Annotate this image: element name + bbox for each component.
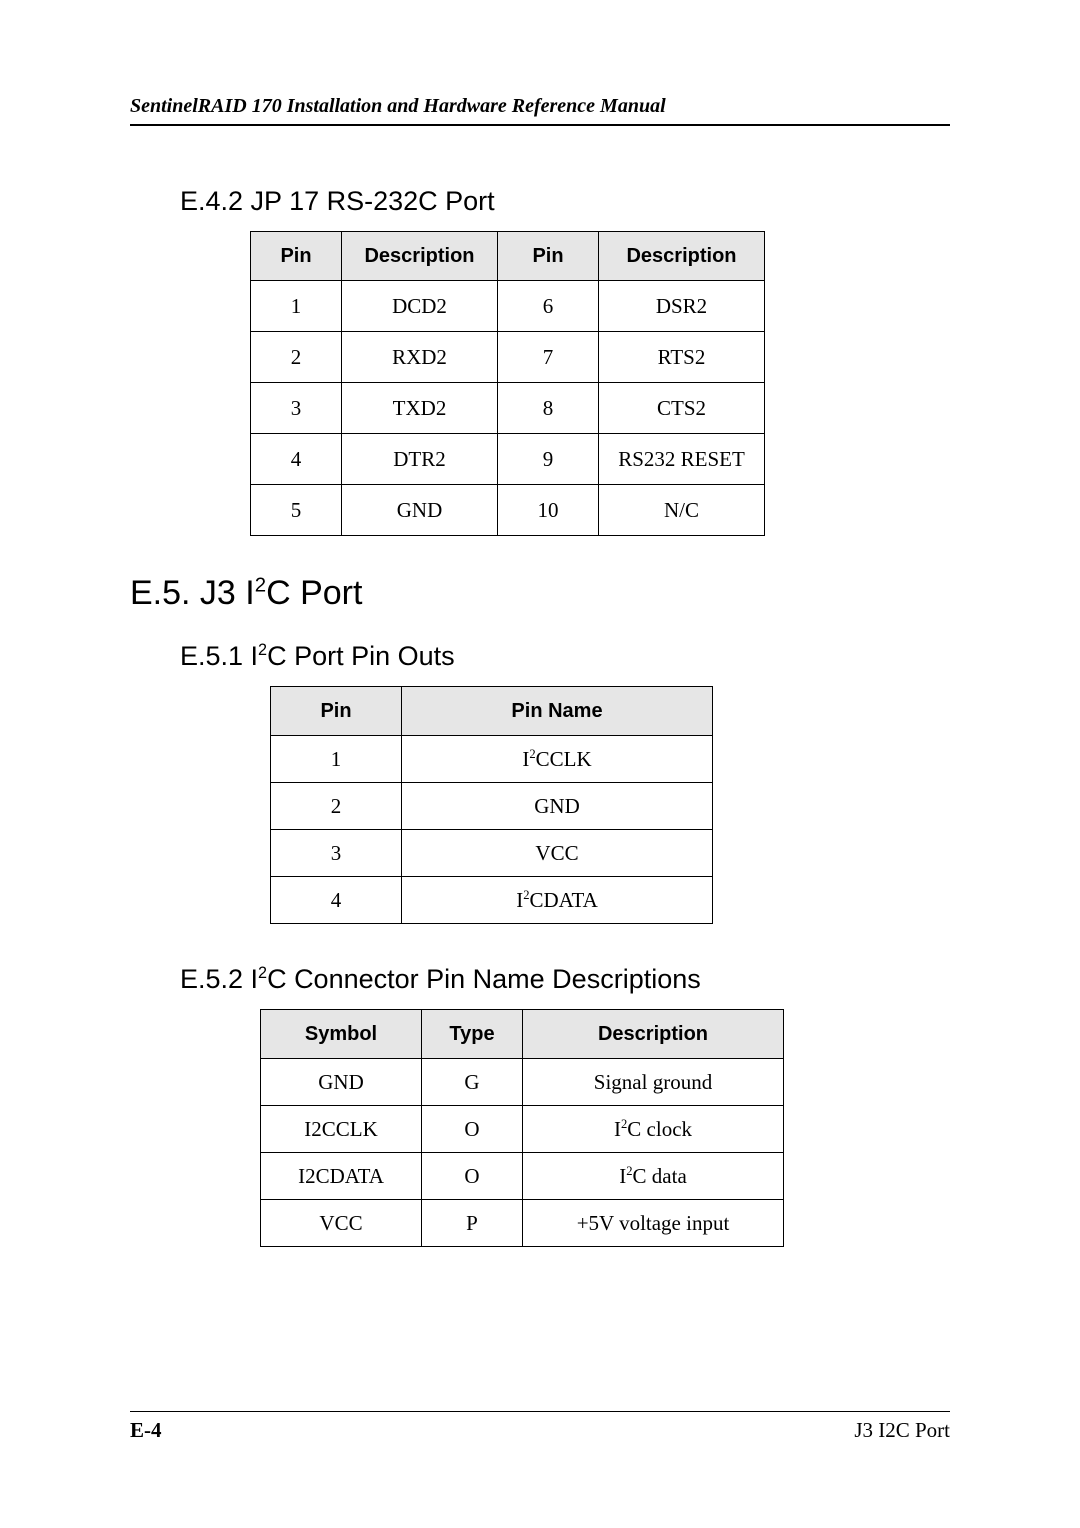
table-row: VCC P +5V voltage input xyxy=(261,1200,784,1247)
cell: 2 xyxy=(251,332,342,383)
heading-e52-pre: E.5.2 I xyxy=(180,964,258,994)
cell: 1 xyxy=(251,281,342,332)
cell: DSR2 xyxy=(599,281,765,332)
cell: VCC xyxy=(261,1200,422,1247)
cell: 9 xyxy=(498,434,599,485)
txt: GND xyxy=(534,794,580,818)
txt: C clock xyxy=(627,1117,692,1141)
heading-e52: E.5.2 I2C Connector Pin Name Description… xyxy=(180,964,950,995)
cell: +5V voltage input xyxy=(523,1200,784,1247)
cell: I2CDATA xyxy=(261,1153,422,1200)
cell: GND xyxy=(402,783,713,830)
col-pin-b: Pin xyxy=(498,232,599,281)
cell: RXD2 xyxy=(342,332,498,383)
heading-e5: E.5. J3 I2C Port xyxy=(130,574,950,613)
table-row: 5 GND 10 N/C xyxy=(251,485,765,536)
cell: I2C clock xyxy=(523,1106,784,1153)
cell: Signal ground xyxy=(523,1059,784,1106)
col-symbol: Symbol xyxy=(261,1010,422,1059)
cell: 3 xyxy=(251,383,342,434)
txt: C data xyxy=(633,1164,687,1188)
col-type: Type xyxy=(422,1010,523,1059)
cell: DCD2 xyxy=(342,281,498,332)
cell: 7 xyxy=(498,332,599,383)
heading-e5-sup: 2 xyxy=(255,575,266,597)
cell: O xyxy=(422,1106,523,1153)
cell: RS232 RESET xyxy=(599,434,765,485)
cell: GND xyxy=(342,485,498,536)
cell: CTS2 xyxy=(599,383,765,434)
txt: I xyxy=(614,1117,621,1141)
cell: TXD2 xyxy=(342,383,498,434)
col-pin-a: Pin xyxy=(251,232,342,281)
table-row: 2 GND xyxy=(271,783,713,830)
cell: N/C xyxy=(599,485,765,536)
table-row: 4 I2CDATA xyxy=(271,877,713,924)
col-desc-a: Description xyxy=(342,232,498,281)
txt: VCC xyxy=(535,841,578,865)
cell: RTS2 xyxy=(599,332,765,383)
cell: I2CCLK xyxy=(261,1106,422,1153)
col-pin: Pin xyxy=(271,687,402,736)
cell: O xyxy=(422,1153,523,1200)
txt: CCLK xyxy=(536,747,592,771)
cell: GND xyxy=(261,1059,422,1106)
page-footer: E-4 J3 I2C Port xyxy=(130,1411,950,1443)
txt: +5V voltage input xyxy=(577,1211,730,1235)
heading-e51-sup: 2 xyxy=(258,641,267,659)
table-i2c-desc: Symbol Type Description GND G Signal gro… xyxy=(260,1009,784,1247)
cell: I2C data xyxy=(523,1153,784,1200)
heading-e52-sup: 2 xyxy=(258,964,267,982)
cell: 4 xyxy=(251,434,342,485)
cell: 5 xyxy=(251,485,342,536)
txt: CDATA xyxy=(529,888,597,912)
heading-e51-post: C Port Pin Outs xyxy=(267,641,455,671)
cell: 10 xyxy=(498,485,599,536)
col-desc: Description xyxy=(523,1010,784,1059)
cell: 1 xyxy=(271,736,402,783)
cell: 4 xyxy=(271,877,402,924)
cell: 3 xyxy=(271,830,402,877)
page: SentinelRAID 170 Installation and Hardwa… xyxy=(0,0,1080,1528)
cell: VCC xyxy=(402,830,713,877)
txt: Signal ground xyxy=(594,1070,712,1094)
table-row: I2CCLK O I2C clock xyxy=(261,1106,784,1153)
table-row: 1 I2CCLK xyxy=(271,736,713,783)
table-row: 1 DCD2 6 DSR2 xyxy=(251,281,765,332)
col-pin-name: Pin Name xyxy=(402,687,713,736)
cell: I2CDATA xyxy=(402,877,713,924)
cell: 2 xyxy=(271,783,402,830)
cell: I2CCLK xyxy=(402,736,713,783)
heading-e52-post: C Connector Pin Name Descriptions xyxy=(267,964,701,994)
table-row: 2 RXD2 7 RTS2 xyxy=(251,332,765,383)
heading-e5-pre: E.5. J3 I xyxy=(130,574,255,612)
table-rs232c: Pin Description Pin Description 1 DCD2 6… xyxy=(250,231,765,536)
page-number: E-4 xyxy=(130,1418,162,1443)
heading-e5-post: C Port xyxy=(266,574,362,612)
table-row: 4 DTR2 9 RS232 RESET xyxy=(251,434,765,485)
table-row: I2CDATA O I2C data xyxy=(261,1153,784,1200)
cell: G xyxy=(422,1059,523,1106)
table-row: GND G Signal ground xyxy=(261,1059,784,1106)
table-i2c-pinout: Pin Pin Name 1 I2CCLK 2 GND 3 VCC xyxy=(270,686,713,924)
heading-e42: E.4.2 JP 17 RS-232C Port xyxy=(180,186,950,217)
heading-e51: E.5.1 I2C Port Pin Outs xyxy=(180,641,950,672)
footer-section-label: J3 I2C Port xyxy=(854,1418,950,1443)
table-row: 3 VCC xyxy=(271,830,713,877)
running-header: SentinelRAID 170 Installation and Hardwa… xyxy=(130,95,950,126)
cell: DTR2 xyxy=(342,434,498,485)
heading-e51-pre: E.5.1 I xyxy=(180,641,258,671)
table-row: 3 TXD2 8 CTS2 xyxy=(251,383,765,434)
col-desc-b: Description xyxy=(599,232,765,281)
cell: 8 xyxy=(498,383,599,434)
cell: P xyxy=(422,1200,523,1247)
cell: 6 xyxy=(498,281,599,332)
